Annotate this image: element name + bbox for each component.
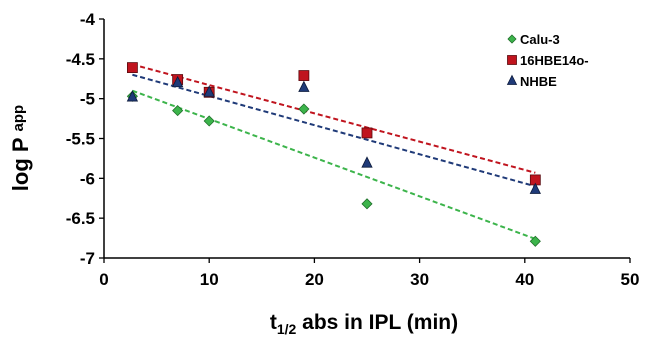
data-point-calu-3 <box>529 235 541 247</box>
data-point-nhbe <box>298 80 310 92</box>
data-point-nhbe <box>361 156 373 168</box>
legend: Calu-3 16HBE14o- NHBE <box>506 32 589 89</box>
y-tick-label: -6.5 <box>66 209 95 228</box>
data-point-16hbe14o <box>361 127 373 139</box>
legend-marker-calu-3 <box>507 34 517 44</box>
x-tick-label: 10 <box>200 270 219 289</box>
legend-label-calu-3: Calu-3 <box>520 32 560 47</box>
x-tick-label: 50 <box>621 270 640 289</box>
y-tick-label: -6 <box>80 169 95 188</box>
trendline-calu-3 <box>132 89 536 240</box>
data-point-nhbe <box>171 75 184 88</box>
x-tick-label: 40 <box>515 270 534 289</box>
data-point-calu-3 <box>203 115 215 127</box>
data-point-calu-3 <box>361 198 373 210</box>
data-point-calu-3 <box>172 105 184 117</box>
legend-marker-nhbe <box>506 74 518 85</box>
y-axis-label: log Papp <box>8 105 33 191</box>
y-tick-label: -7 <box>80 249 95 268</box>
x-tick-label: 30 <box>410 270 429 289</box>
legend-label-nhbe: NHBE <box>520 74 557 89</box>
trendline-nhbe <box>132 73 536 188</box>
y-tick-label: -4 <box>80 10 96 29</box>
x-axis-label: t1/2 abs in IPL (min) <box>270 311 458 337</box>
data-point-calu-3 <box>298 103 310 115</box>
legend-marker-16hbe14o <box>507 55 517 65</box>
x-tick-label: 0 <box>99 270 108 289</box>
data-point-nhbe <box>126 90 139 102</box>
trendline-16hbe14o <box>132 63 536 174</box>
y-tick-label: -5.5 <box>66 130 95 149</box>
data-point-nhbe <box>529 182 541 194</box>
y-tick-label: -5 <box>80 90 95 109</box>
data-point-16hbe14o <box>127 62 138 73</box>
data-point-16hbe14o <box>298 70 310 81</box>
y-tick-label: -4.5 <box>66 50 95 69</box>
data-point-nhbe <box>203 85 215 97</box>
x-tick-label: 20 <box>305 270 324 289</box>
legend-label-16hbe14o: 16HBE14o- <box>520 53 589 68</box>
